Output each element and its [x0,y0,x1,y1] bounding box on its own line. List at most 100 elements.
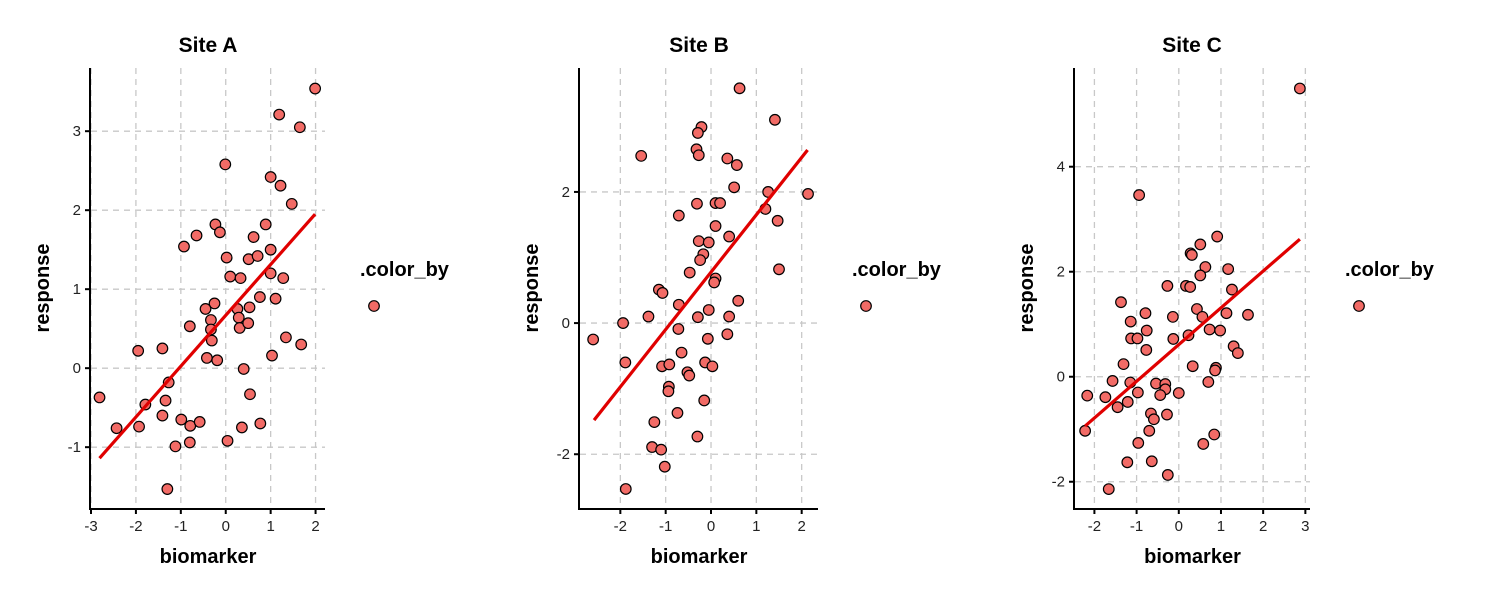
y-tick-label: 2 [562,184,570,201]
data-point [802,188,814,200]
data-point [1131,386,1144,399]
y-axis-label: response [1016,244,1038,333]
data-point [1102,483,1115,495]
panel-title: Site C [1162,34,1222,57]
data-point [1161,408,1173,421]
y-tick-label: 0 [1057,369,1065,386]
data-point [1140,324,1153,337]
data-point [730,159,743,171]
data-point [1121,396,1134,408]
data-point [1115,296,1127,309]
data-point [243,301,256,314]
y-tick-label: 3 [73,123,81,140]
data-point [1211,230,1224,243]
data-point [1242,308,1254,321]
x-tick-label: 0 [707,518,715,535]
data-point [691,127,704,139]
data-point [619,356,632,369]
data-point [220,251,233,264]
data-point [635,149,648,162]
data-point [242,317,255,330]
data-point [617,317,629,329]
data-point [1199,261,1212,273]
y-axis-label: response [32,244,54,333]
data-point [714,197,726,209]
data-point [683,369,696,382]
data-point [1191,303,1203,315]
x-tick-label: 1 [752,518,760,535]
data-point [658,460,671,473]
data-point [259,218,272,231]
y-tick-label: 4 [1057,159,1065,176]
data-point [769,113,781,126]
data-point [208,297,221,310]
data-point [110,422,123,435]
data-point [159,394,172,407]
data-point [655,443,668,456]
data-point [1111,401,1124,414]
legend: .color_by [360,259,450,312]
data-point [1131,332,1144,345]
data-point [702,304,715,316]
data-point [675,346,688,359]
x-tick-label: 0 [222,518,230,535]
data-point [1161,279,1174,292]
data-point [1106,375,1119,387]
data-point [1117,358,1130,371]
data-point [587,333,600,346]
data-point [732,294,745,307]
data-point [295,338,308,351]
data-point [277,272,290,285]
data-point [671,407,684,419]
data-point [214,226,226,239]
data-point [1147,413,1160,426]
data-point [1220,307,1233,320]
data-point [190,229,203,242]
data-point [672,323,685,335]
x-tick-label: -2 [1088,518,1101,535]
data-point [251,250,264,262]
data-point [219,158,232,171]
data-point [698,394,711,407]
data-point [1166,310,1179,323]
data-point [1194,269,1207,282]
legend-title: .color_by [360,259,450,281]
data-point [1172,387,1185,399]
data-point [771,214,784,227]
data-point [178,240,190,253]
data-point [200,352,213,364]
x-tick-label: 2 [1259,518,1267,535]
x-tick-label: -1 [174,518,187,535]
data-point [205,334,218,347]
data-point [1186,360,1199,373]
data-point [709,220,722,232]
data-point [691,430,704,443]
data-point [1293,82,1306,95]
data-point [309,82,322,95]
data-point [273,108,286,121]
y-tick-label: -1 [68,439,81,456]
data-point [1161,469,1174,481]
data-point [274,179,287,192]
regression-line [1084,237,1301,428]
data-point [619,483,632,495]
x-tick-label: -2 [129,518,142,535]
data-point [663,358,676,371]
legend-key-point [1353,300,1365,312]
data-point [1214,324,1227,337]
data-point [247,231,260,243]
data-point [1226,283,1238,296]
x-axis-label: biomarker [651,546,748,568]
data-point [156,409,169,422]
data-point [244,388,256,401]
panel-site-b: -2 -1 0 1 2 -2 0 2 Site B biomarker response .color… [521,34,942,568]
data-point [1202,376,1215,388]
data-point [701,332,714,345]
data-point [183,320,196,333]
data-point [1121,456,1134,469]
data-point [694,254,707,267]
x-tick-label: 0 [1175,518,1183,535]
data-point [234,272,247,285]
regression-line [592,148,809,422]
y-tick-label: 0 [562,315,570,332]
